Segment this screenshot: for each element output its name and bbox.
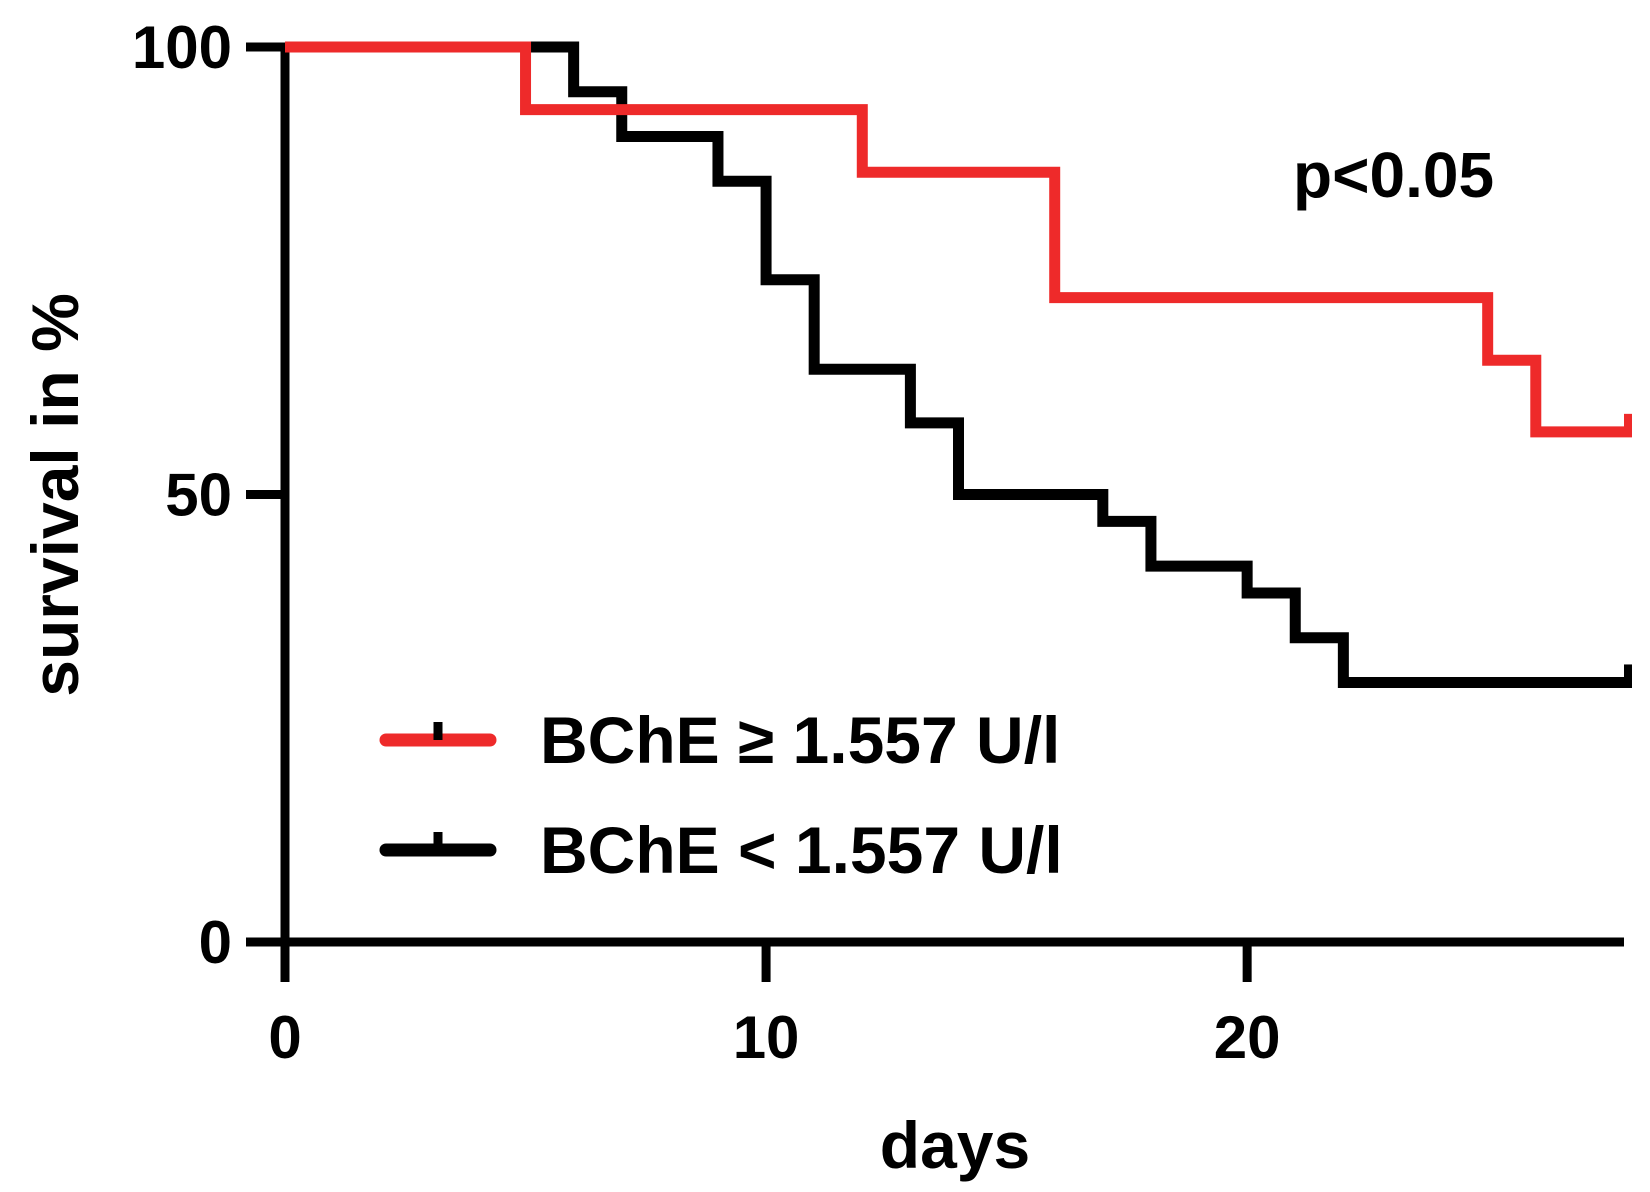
p-value-annotation: p<0.05 (1293, 139, 1494, 211)
y-axis-ticks: 0 50 100 (132, 14, 285, 976)
survival-curve-high-bche (285, 41, 1632, 438)
legend-entry-high-bche: BChE ≥ 1.557 U/l (379, 703, 1060, 777)
x-tick-label: 10 (733, 1004, 800, 1071)
legend-label-low-bche: BChE < 1.557 U/l (540, 813, 1063, 887)
y-tick-label: 50 (165, 462, 232, 529)
legend: BChE ≥ 1.557 U/l BChE < 1.557 U/l (379, 703, 1063, 887)
x-tick-label: 20 (1214, 1004, 1281, 1071)
y-axis-label: survival in % (18, 293, 92, 697)
x-axis-ticks: 0 10 20 (268, 942, 1281, 1071)
survival-curve-low-bche (285, 41, 1632, 688)
y-tick-label: 0 (199, 909, 232, 976)
legend-label-high-bche: BChE ≥ 1.557 U/l (540, 703, 1060, 777)
y-tick-label: 100 (132, 14, 232, 81)
survival-curves (285, 41, 1632, 688)
x-tick-label: 0 (268, 1004, 301, 1071)
legend-entry-low-bche: BChE < 1.557 U/l (379, 813, 1063, 887)
x-axis-label: days (880, 1108, 1030, 1182)
